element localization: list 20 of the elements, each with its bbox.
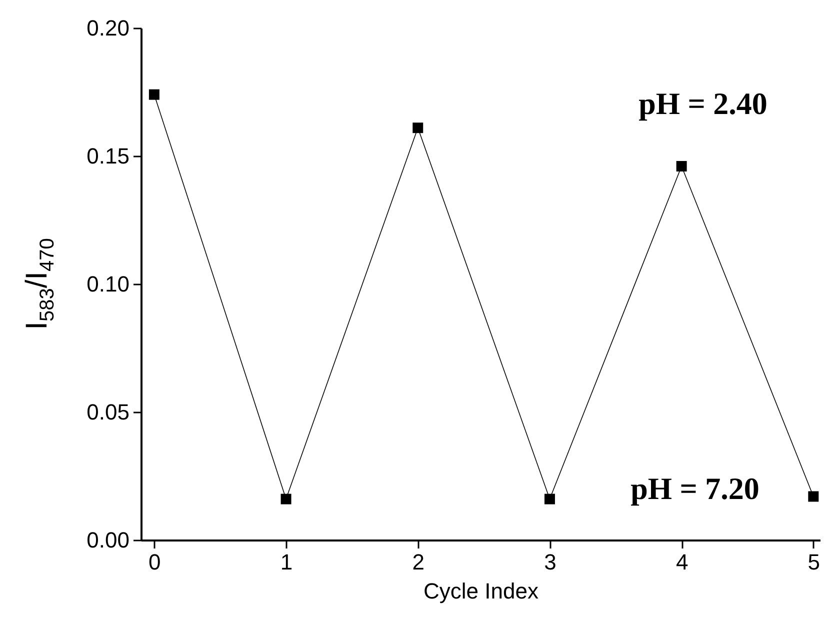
x-tick-label: 0 — [148, 550, 161, 574]
point — [808, 491, 819, 502]
annotation: pH = 2.40 — [638, 86, 768, 121]
x-tick-label: 2 — [412, 550, 424, 574]
x-tick-label: 4 — [676, 550, 688, 574]
x-tick-label: 5 — [808, 550, 820, 574]
point — [676, 160, 687, 172]
y-tick-label: 0.00 — [86, 528, 130, 552]
x-axis-title: Cycle Index — [424, 578, 538, 604]
y-tick-label: 0.05 — [86, 400, 130, 424]
point — [148, 89, 160, 100]
point — [412, 122, 424, 134]
x-tick-label: 3 — [544, 550, 556, 574]
point — [544, 494, 555, 504]
point — [280, 494, 292, 504]
y-tick-label: 0.20 — [86, 16, 130, 40]
y-tick-label: 0.15 — [86, 144, 130, 168]
annotation: pH = 7.20 — [630, 471, 760, 506]
y-tick-label: 0.10 — [86, 272, 130, 296]
x-tick-label: 1 — [280, 550, 293, 574]
